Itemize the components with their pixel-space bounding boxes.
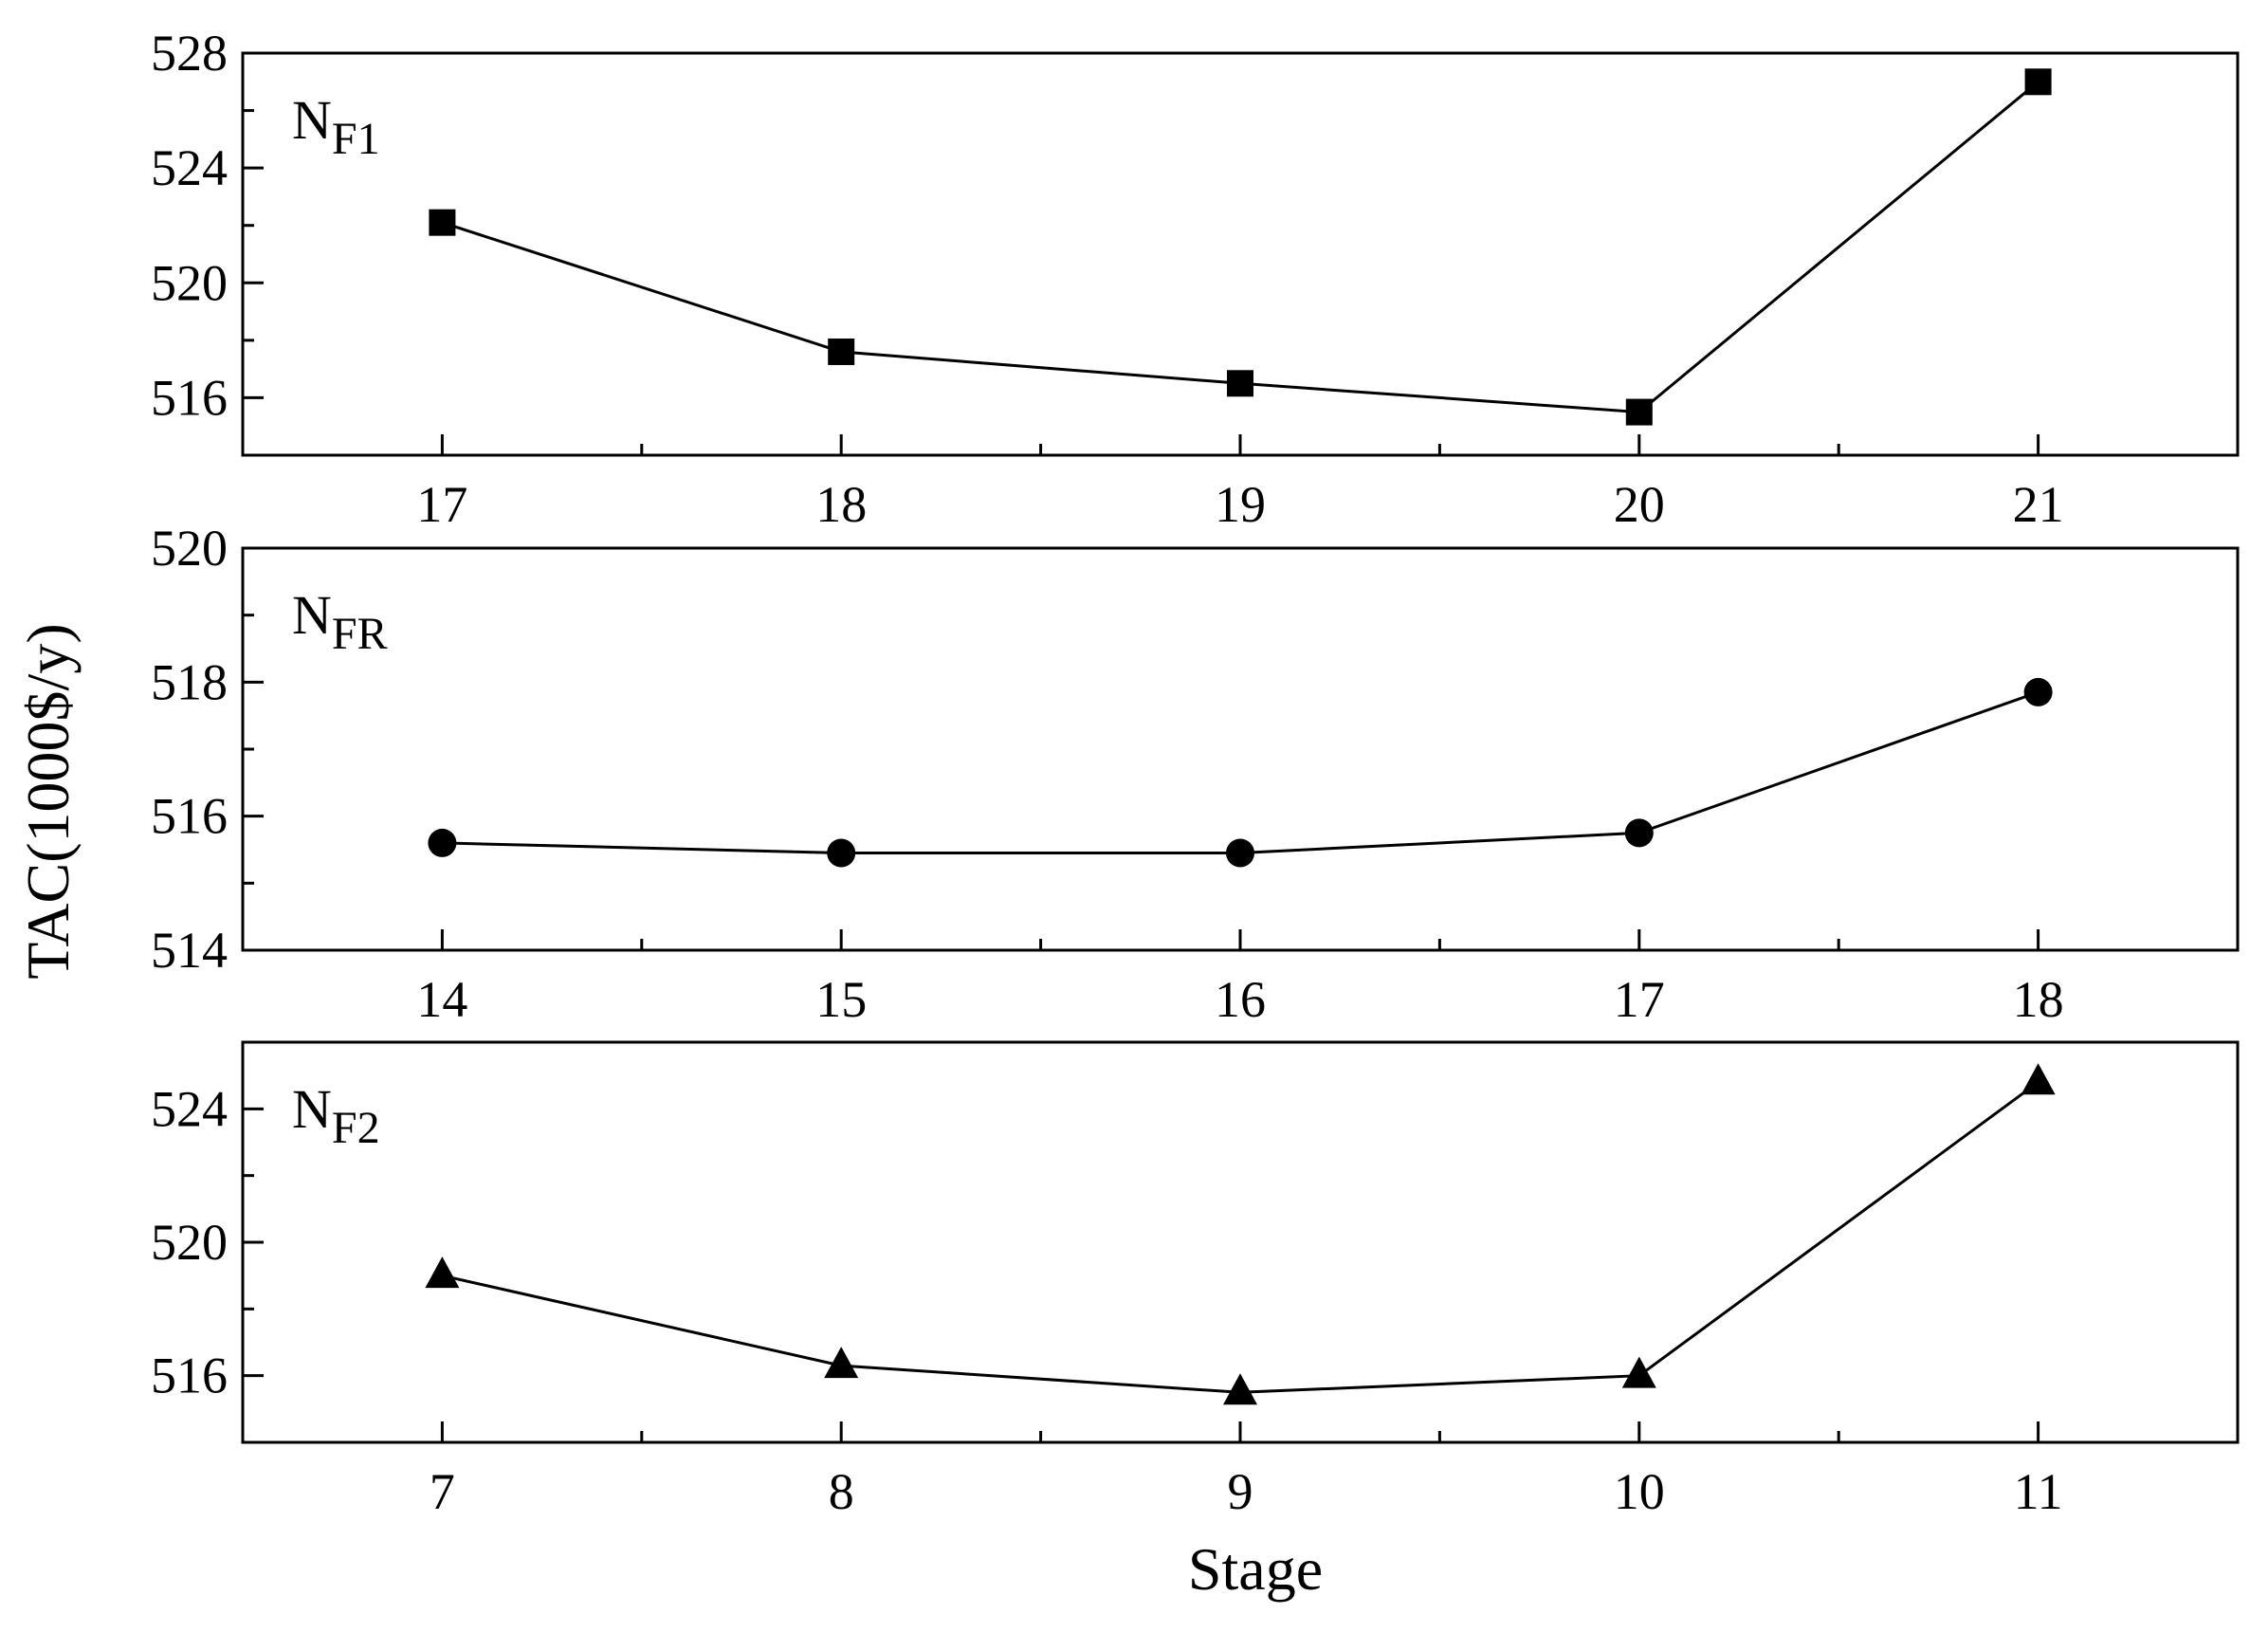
x-tick-label: 7: [430, 1463, 455, 1520]
panel-label-main: N: [292, 1078, 332, 1140]
data-point-circle: [2023, 677, 2053, 706]
data-point-circle: [1624, 818, 1654, 848]
x-tick-label: 9: [1228, 1463, 1253, 1520]
data-point-square: [1625, 398, 1653, 426]
series-line: [442, 1080, 2039, 1394]
y-tick-label: 514: [151, 922, 228, 979]
x-tick-label: 10: [1614, 1463, 1665, 1520]
y-axis-title: TAC(1000$/y): [14, 623, 82, 979]
y-tick-label: 518: [151, 653, 228, 710]
panel-label-main: N: [292, 89, 332, 151]
panel-label-sub: F2: [332, 1103, 380, 1153]
y-tick-label: 520: [151, 520, 228, 577]
x-tick-label: 18: [2013, 971, 2064, 1028]
panel-label: NFR: [292, 584, 388, 659]
y-tick-label: 524: [151, 1080, 228, 1137]
y-tick-label: 516: [151, 369, 228, 426]
data-point-triangle: [1223, 1373, 1257, 1405]
data-point-square: [828, 338, 855, 365]
series-line: [442, 690, 2039, 854]
y-tick-label: 516: [151, 788, 228, 845]
y-tick-label: 520: [151, 254, 228, 311]
data-point-triangle: [425, 1256, 460, 1289]
data-point-triangle: [1621, 1356, 1656, 1388]
x-tick-label: 11: [2014, 1463, 2063, 1520]
data-point-square: [1227, 370, 1253, 397]
data-point-square: [429, 209, 456, 236]
x-tick-label: 20: [1614, 476, 1665, 533]
x-tick-label: 16: [1215, 971, 1266, 1028]
y-tick-label: 516: [151, 1348, 228, 1404]
x-tick-label: 14: [416, 971, 467, 1028]
data-point-circle: [1226, 838, 1254, 868]
y-tick-label: 528: [151, 25, 228, 82]
y-tick-label: 520: [151, 1214, 228, 1271]
panel-3: 7 8 9 10 11 516 520 524 NF2: [151, 1040, 2240, 1520]
x-tick-label: 19: [1215, 476, 1266, 533]
plot-frame: [241, 546, 2240, 952]
panel-label: NF2: [292, 1078, 380, 1153]
x-tick-label: 18: [815, 476, 867, 533]
panel-label-main: N: [292, 584, 332, 646]
data-point-circle: [827, 838, 856, 868]
series-line: [441, 81, 2039, 414]
panel-2: 14 15 16 17 18 514 516 518 520 NFR: [151, 520, 2240, 1028]
data-point-triangle: [2021, 1063, 2056, 1095]
data-point-triangle: [824, 1347, 859, 1379]
x-axis-title: Stage: [1188, 1535, 1323, 1603]
y-tick-label: 524: [151, 139, 228, 196]
x-tick-label: 15: [815, 971, 867, 1028]
x-tick-label: 17: [416, 476, 467, 533]
panel-label-sub: FR: [332, 609, 388, 659]
panel-label: NF1: [292, 89, 380, 164]
panel-label-sub: F1: [332, 114, 380, 164]
data-point-circle: [428, 828, 457, 857]
x-tick-label: 21: [2013, 476, 2064, 533]
data-point-square: [2024, 68, 2052, 96]
x-tick-label: 8: [829, 1463, 854, 1520]
panel-1: 17 18 19 20 21 516 520 524 528 NF1: [151, 25, 2240, 533]
x-tick-label: 17: [1614, 971, 1665, 1028]
